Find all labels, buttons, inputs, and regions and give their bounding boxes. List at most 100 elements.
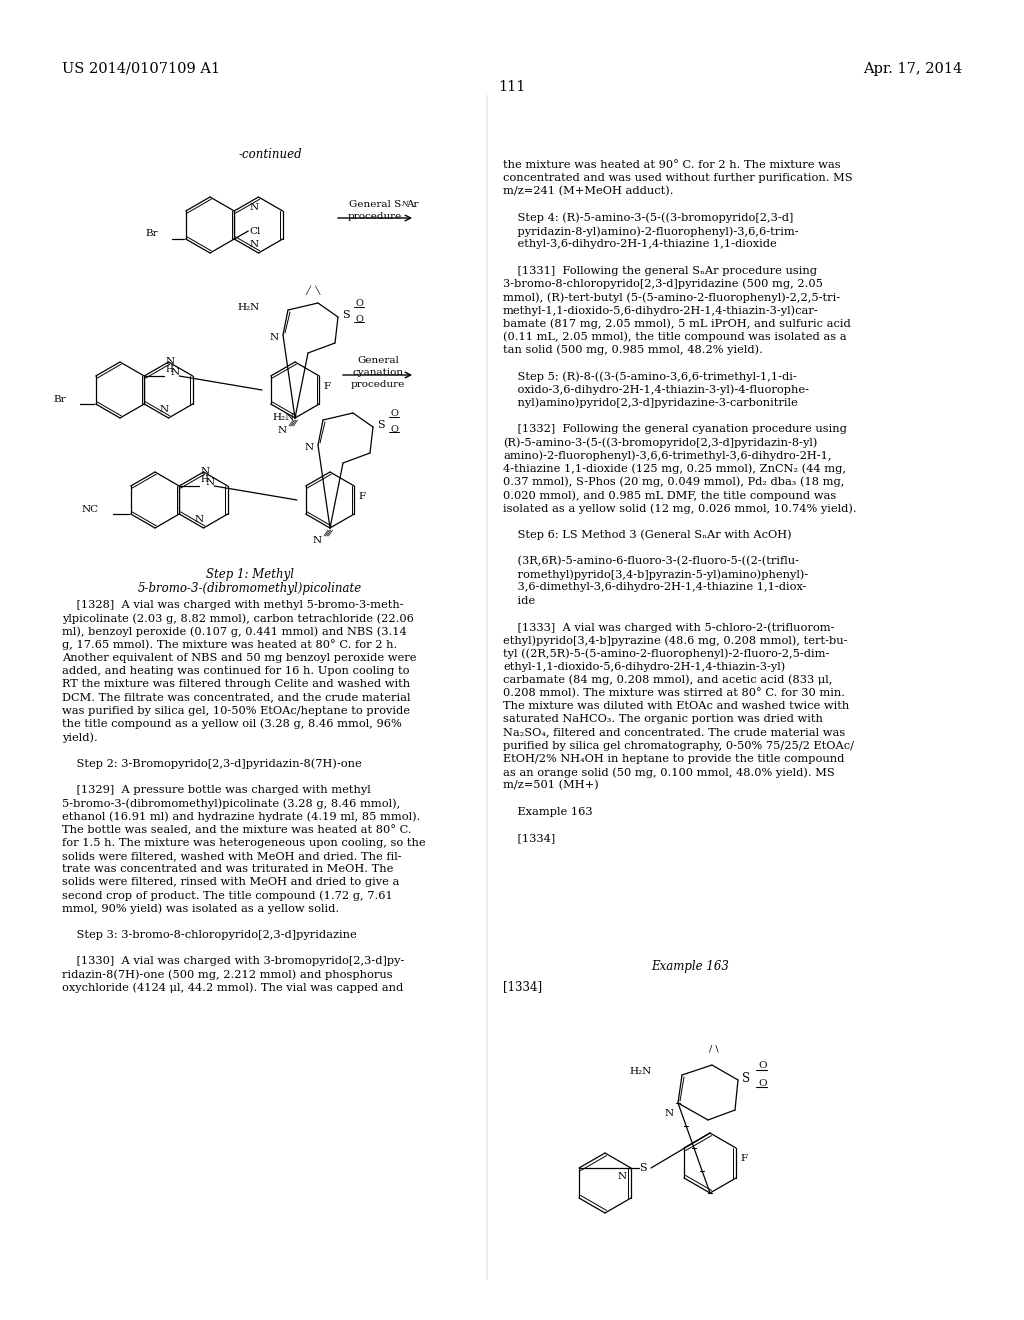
Text: (3R,6R)-5-amino-6-fluoro-3-(2-fluoro-5-((2-(triflu-: (3R,6R)-5-amino-6-fluoro-3-(2-fluoro-5-(… — [503, 556, 799, 566]
Text: N: N — [206, 478, 215, 487]
Text: oxychloride (4124 μl, 44.2 mmol). The vial was capped and: oxychloride (4124 μl, 44.2 mmol). The vi… — [62, 983, 403, 994]
Text: F: F — [358, 492, 366, 502]
Text: N: N — [665, 1109, 674, 1118]
Text: Apr. 17, 2014: Apr. 17, 2014 — [863, 62, 962, 77]
Text: yield).: yield). — [62, 733, 97, 743]
Text: N: N — [305, 442, 314, 451]
Text: 3-bromo-8-chloropyrido[2,3-d]pyridazine (500 mg, 2.05: 3-bromo-8-chloropyrido[2,3-d]pyridazine … — [503, 279, 823, 289]
Text: EtOH/2% NH₄OH in heptane to provide the title compound: EtOH/2% NH₄OH in heptane to provide the … — [503, 754, 845, 764]
Text: [1332]  Following the general cyanation procedure using: [1332] Following the general cyanation p… — [503, 424, 847, 434]
Text: procedure: procedure — [351, 380, 406, 389]
Text: Example 163: Example 163 — [651, 960, 729, 973]
Text: O: O — [356, 298, 364, 308]
Text: N: N — [250, 203, 259, 213]
Text: Step 4: (R)-5-amino-3-(5-((3-bromopyrido[2,3-d]: Step 4: (R)-5-amino-3-(5-((3-bromopyrido… — [503, 213, 794, 223]
Text: O: O — [758, 1080, 767, 1089]
Text: tyl ((2R,5R)-5-(5-amino-2-fluorophenyl)-2-fluoro-2,5-dim-: tyl ((2R,5R)-5-(5-amino-2-fluorophenyl)-… — [503, 648, 829, 659]
Text: N: N — [250, 240, 259, 249]
Text: added, and heating was continued for 16 h. Upon cooling to: added, and heating was continued for 16 … — [62, 667, 410, 676]
Text: Br: Br — [53, 396, 66, 404]
Text: H₂N: H₂N — [630, 1067, 652, 1076]
Text: H: H — [165, 366, 173, 374]
Text: Step 3: 3-bromo-8-chloropyrido[2,3-d]pyridazine: Step 3: 3-bromo-8-chloropyrido[2,3-d]pyr… — [62, 931, 356, 940]
Text: / \: / \ — [710, 1044, 719, 1053]
Text: m/z=501 (MH+): m/z=501 (MH+) — [503, 780, 599, 791]
Text: mmol, 90% yield) was isolated as a yellow solid.: mmol, 90% yield) was isolated as a yello… — [62, 904, 339, 915]
Text: O: O — [391, 425, 399, 433]
Text: ethyl)pyrido[3,4-b]pyrazine (48.6 mg, 0.208 mmol), tert-bu-: ethyl)pyrido[3,4-b]pyrazine (48.6 mg, 0.… — [503, 635, 848, 645]
Text: 0.208 mmol). The mixture was stirred at 80° C. for 30 min.: 0.208 mmol). The mixture was stirred at … — [503, 688, 845, 698]
Text: carbamate (84 mg, 0.208 mmol), and acetic acid (833 μl,: carbamate (84 mg, 0.208 mmol), and aceti… — [503, 675, 833, 685]
Text: Ar: Ar — [406, 201, 419, 209]
Text: Another equivalent of NBS and 50 mg benzoyl peroxide were: Another equivalent of NBS and 50 mg benz… — [62, 653, 417, 663]
Text: [1333]  A vial was charged with 5-chloro-2-(trifluorom-: [1333] A vial was charged with 5-chloro-… — [503, 622, 835, 632]
Text: H₂N: H₂N — [238, 304, 260, 313]
Text: ethyl-1,1-dioxido-5,6-dihydro-2H-1,4-thiazin-3-yl): ethyl-1,1-dioxido-5,6-dihydro-2H-1,4-thi… — [503, 661, 785, 672]
Text: S: S — [639, 1163, 647, 1173]
Text: for 1.5 h. The mixture was heterogeneous upon cooling, so the: for 1.5 h. The mixture was heterogeneous… — [62, 838, 426, 847]
Text: DCM. The filtrate was concentrated, and the crude material: DCM. The filtrate was concentrated, and … — [62, 693, 411, 702]
Text: O: O — [356, 314, 364, 323]
Text: ethanol (16.91 ml) and hydrazine hydrate (4.19 ml, 85 mmol).: ethanol (16.91 ml) and hydrazine hydrate… — [62, 812, 421, 822]
Text: saturated NaHCO₃. The organic portion was dried with: saturated NaHCO₃. The organic portion wa… — [503, 714, 823, 725]
Text: N: N — [278, 426, 287, 436]
Text: Step 2: 3-Bromopyrido[2,3-d]pyridazin-8(7H)-one: Step 2: 3-Bromopyrido[2,3-d]pyridazin-8(… — [62, 759, 361, 770]
Text: cyanation: cyanation — [352, 368, 403, 378]
Text: H: H — [201, 475, 208, 484]
Text: N: N — [617, 1172, 627, 1181]
Text: [1330]  A vial was charged with 3-bromopyrido[2,3-d]py-: [1330] A vial was charged with 3-bromopy… — [62, 957, 404, 966]
Text: mmol), (R)-tert-butyl (5-(5-amino-2-fluorophenyl)-2,2,5-tri-: mmol), (R)-tert-butyl (5-(5-amino-2-fluo… — [503, 292, 840, 302]
Text: Step 5: (R)-8-((3-(5-amino-3,6,6-trimethyl-1,1-di-: Step 5: (R)-8-((3-(5-amino-3,6,6-trimeth… — [503, 371, 797, 381]
Text: [1329]  A pressure bottle was charged with methyl: [1329] A pressure bottle was charged wit… — [62, 785, 371, 795]
Text: (0.11 mL, 2.05 mmol), the title compound was isolated as a: (0.11 mL, 2.05 mmol), the title compound… — [503, 331, 847, 342]
Text: isolated as a yellow solid (12 mg, 0.026 mmol, 10.74% yield).: isolated as a yellow solid (12 mg, 0.026… — [503, 503, 857, 513]
Text: Na₂SO₄, filtered and concentrated. The crude material was: Na₂SO₄, filtered and concentrated. The c… — [503, 727, 845, 738]
Text: O: O — [391, 408, 399, 417]
Text: N: N — [201, 467, 209, 477]
Text: 0.020 mmol), and 0.985 mL DMF, the title compound was: 0.020 mmol), and 0.985 mL DMF, the title… — [503, 490, 837, 500]
Text: S: S — [742, 1072, 751, 1085]
Text: tan solid (500 mg, 0.985 mmol, 48.2% yield).: tan solid (500 mg, 0.985 mmol, 48.2% yie… — [503, 345, 763, 355]
Text: US 2014/0107109 A1: US 2014/0107109 A1 — [62, 62, 220, 77]
Text: trate was concentrated and was triturated in MeOH. The: trate was concentrated and was triturate… — [62, 865, 393, 874]
Text: N: N — [313, 536, 322, 545]
Text: as an orange solid (50 mg, 0.100 mmol, 48.0% yield). MS: as an orange solid (50 mg, 0.100 mmol, 4… — [503, 767, 835, 777]
Text: F: F — [740, 1154, 748, 1163]
Text: S: S — [377, 420, 385, 430]
Text: was purified by silica gel, 10-50% EtOAc/heptane to provide: was purified by silica gel, 10-50% EtOAc… — [62, 706, 410, 715]
Text: g, 17.65 mmol). The mixture was heated at 80° C. for 2 h.: g, 17.65 mmol). The mixture was heated a… — [62, 640, 397, 651]
Text: [1331]  Following the general SₙAr procedure using: [1331] Following the general SₙAr proced… — [503, 265, 817, 276]
Text: 111: 111 — [499, 81, 525, 94]
Text: The bottle was sealed, and the mixture was heated at 80° C.: The bottle was sealed, and the mixture w… — [62, 825, 412, 836]
Text: The mixture was diluted with EtOAc and washed twice with: The mixture was diluted with EtOAc and w… — [503, 701, 849, 711]
Text: 0.37 mmol), S-Phos (20 mg, 0.049 mmol), Pd₂ dba₃ (18 mg,: 0.37 mmol), S-Phos (20 mg, 0.049 mmol), … — [503, 477, 845, 487]
Text: solids were filtered, rinsed with MeOH and dried to give a: solids were filtered, rinsed with MeOH a… — [62, 878, 399, 887]
Text: amino)-2-fluorophenyl)-3,6,6-trimethyl-3,6-dihydro-2H-1,: amino)-2-fluorophenyl)-3,6,6-trimethyl-3… — [503, 450, 831, 461]
Text: Step 6: LS Method 3 (General SₙAr with AcOH): Step 6: LS Method 3 (General SₙAr with A… — [503, 529, 792, 540]
Text: Cl: Cl — [249, 227, 261, 235]
Text: pyridazin-8-yl)amino)-2-fluorophenyl)-3,6,6-trim-: pyridazin-8-yl)amino)-2-fluorophenyl)-3,… — [503, 226, 799, 236]
Text: ylpicolinate (2.03 g, 8.82 mmol), carbon tetrachloride (22.06: ylpicolinate (2.03 g, 8.82 mmol), carbon… — [62, 614, 414, 624]
Text: General: General — [357, 356, 399, 366]
Text: N: N — [270, 333, 279, 342]
Text: Step 1: Methyl: Step 1: Methyl — [206, 568, 294, 581]
Text: ide: ide — [503, 595, 536, 606]
Text: [1334]: [1334] — [503, 833, 555, 843]
Text: the title compound as a yellow oil (3.28 g, 8.46 mmol, 96%: the title compound as a yellow oil (3.28… — [62, 719, 401, 730]
Text: -continued: -continued — [239, 148, 302, 161]
Text: nyl)amino)pyrido[2,3-d]pyridazine-3-carbonitrile: nyl)amino)pyrido[2,3-d]pyridazine-3-carb… — [503, 397, 798, 408]
Text: romethyl)pyrido[3,4-b]pyrazin-5-yl)amino)phenyl)-: romethyl)pyrido[3,4-b]pyrazin-5-yl)amino… — [503, 569, 808, 579]
Text: N: N — [160, 405, 169, 414]
Text: NC: NC — [82, 506, 98, 515]
Text: methyl-1,1-dioxido-5,6-dihydro-2H-1,4-thiazin-3-yl)car-: methyl-1,1-dioxido-5,6-dihydro-2H-1,4-th… — [503, 305, 819, 315]
Text: second crop of product. The title compound (1.72 g, 7.61: second crop of product. The title compou… — [62, 891, 393, 902]
Text: General S: General S — [349, 201, 401, 209]
Text: RT the mixture was filtered through Celite and washed with: RT the mixture was filtered through Celi… — [62, 680, 411, 689]
Text: [1328]  A vial was charged with methyl 5-bromo-3-meth-: [1328] A vial was charged with methyl 5-… — [62, 601, 403, 610]
Text: N: N — [165, 356, 174, 366]
Text: Br: Br — [145, 230, 158, 239]
Text: bamate (817 mg, 2.05 mmol), 5 mL iPrOH, and sulfuric acid: bamate (817 mg, 2.05 mmol), 5 mL iPrOH, … — [503, 318, 851, 329]
Text: (R)-5-amino-3-(5-((3-bromopyrido[2,3-d]pyridazin-8-yl): (R)-5-amino-3-(5-((3-bromopyrido[2,3-d]p… — [503, 437, 817, 447]
Text: ethyl-3,6-dihydro-2H-1,4-thiazine 1,1-dioxide: ethyl-3,6-dihydro-2H-1,4-thiazine 1,1-di… — [503, 239, 777, 249]
Text: H₂N: H₂N — [272, 413, 295, 422]
